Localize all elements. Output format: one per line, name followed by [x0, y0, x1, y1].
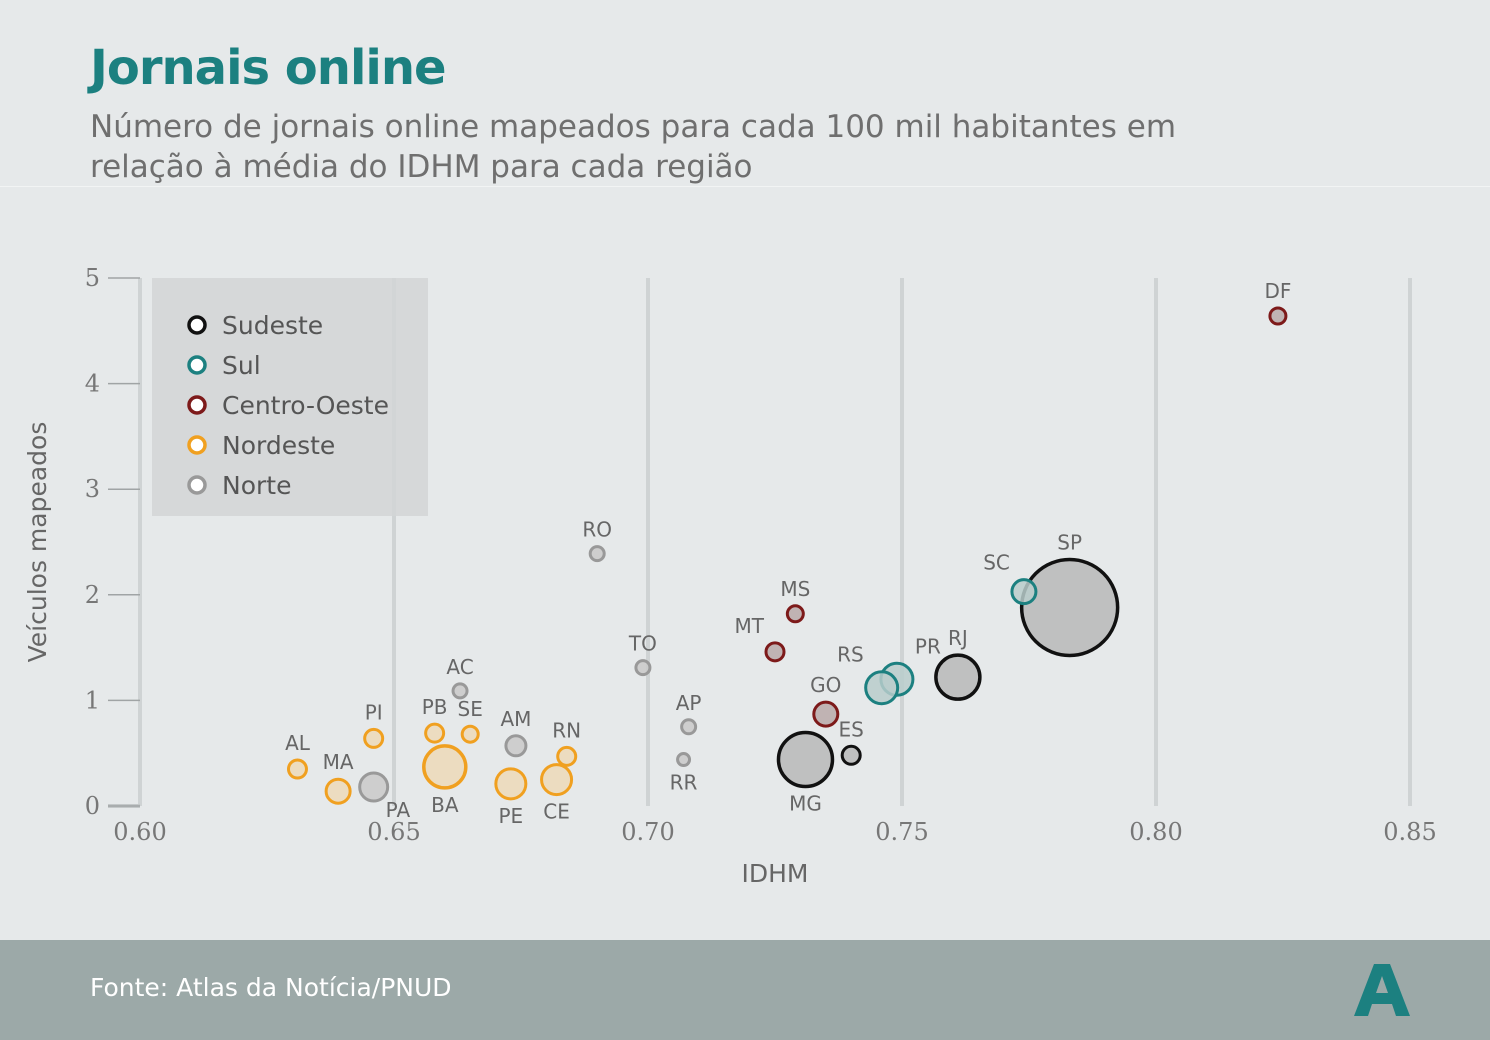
atlas-logo-icon: [1354, 964, 1410, 1016]
legend-marker: [187, 475, 207, 495]
x-tick-label: 0.85: [1383, 818, 1436, 846]
point-label: RN: [552, 718, 581, 742]
legend-label: Sudeste: [222, 311, 323, 340]
data-point: [424, 722, 446, 744]
point-label: SP: [1057, 530, 1082, 554]
point-label: PB: [422, 695, 448, 719]
data-point: [358, 771, 390, 803]
header-divider: [0, 186, 1490, 187]
data-point: [1268, 306, 1288, 326]
point-label: GO: [810, 673, 841, 697]
legend-label: Norte: [222, 471, 291, 500]
point-label: ES: [839, 717, 864, 741]
subtitle-line-2: relação à média do IDHM para cada região: [90, 149, 753, 185]
x-tick-label: 0.65: [367, 818, 420, 846]
point-label: AM: [500, 707, 531, 731]
source-credit: Fonte: Atlas da Notícia/PNUD: [90, 973, 452, 1002]
point-label: CE: [543, 800, 570, 824]
x-tick-label: 0.80: [1129, 818, 1182, 846]
y-tick-label: 3: [85, 475, 100, 503]
point-label: RJ: [948, 626, 968, 650]
data-point: [363, 727, 385, 749]
legend-label: Nordeste: [222, 431, 335, 460]
data-point: [812, 700, 840, 728]
point-label: RO: [582, 518, 612, 542]
x-tick-label: 0.60: [113, 818, 166, 846]
point-label: RR: [670, 771, 698, 795]
data-point: [324, 777, 352, 805]
data-point: [1019, 557, 1120, 658]
point-label: SE: [458, 697, 483, 721]
x-tick-label: 0.75: [875, 818, 928, 846]
data-point: [840, 744, 862, 766]
legend-label: Centro-Oeste: [222, 391, 389, 420]
data-point: [494, 767, 528, 801]
legend-marker: [187, 435, 207, 455]
data-point: [556, 745, 578, 767]
legend-marker: [187, 355, 207, 375]
data-point: [588, 545, 606, 563]
point-label: PA: [386, 798, 411, 822]
point-label: AP: [676, 691, 702, 715]
point-label: AC: [446, 655, 473, 679]
y-tick-label: 1: [85, 686, 100, 714]
footer-bar: Fonte: Atlas da Notícia/PNUD: [0, 940, 1490, 1040]
point-label: DF: [1264, 279, 1291, 303]
y-tick-label: 4: [85, 370, 100, 398]
point-label: MT: [735, 614, 765, 638]
y-axis-title: Veículos mapeados: [23, 422, 52, 663]
subtitle-line-1: Número de jornais online mapeados para c…: [90, 109, 1177, 145]
point-label: PI: [365, 700, 383, 724]
data-point: [540, 763, 574, 797]
point-label: PE: [498, 804, 523, 828]
y-tick-label: 2: [85, 581, 100, 609]
point-label: MS: [780, 577, 810, 601]
point-label: SC: [983, 551, 1010, 575]
legend-label: Sul: [222, 351, 261, 380]
chart-subtitle: Número de jornais online mapeados para c…: [90, 107, 1340, 187]
y-tick-label: 0: [85, 792, 100, 820]
scatter-chart: 0 1 2 3 4 5 0.60 0.65 0.70 0.75 0.80 0.85 IDHM Veícul…: [23, 264, 1437, 888]
point-label: AL: [285, 731, 311, 755]
point-label: TO: [628, 632, 657, 656]
data-point: [764, 641, 786, 663]
point-label: PR: [915, 634, 941, 658]
data-point: [451, 682, 469, 700]
y-tick-label: 5: [85, 264, 100, 292]
data-point: [460, 724, 480, 744]
data-point: [676, 752, 692, 768]
data-point: [864, 670, 900, 706]
data-point: [422, 744, 468, 790]
data-point: [776, 730, 835, 789]
data-point: [504, 734, 528, 758]
point-label: MG: [789, 792, 822, 816]
data-point: [785, 604, 805, 624]
chart-title: Jornais online: [90, 40, 447, 96]
data-point: [934, 653, 982, 701]
x-axis-title: IDHM: [742, 859, 809, 888]
data-point: [680, 718, 698, 736]
data-point: [634, 659, 652, 677]
point-label: RS: [837, 643, 864, 667]
point-label: MA: [323, 750, 354, 774]
x-tick-label: 0.70: [621, 818, 674, 846]
legend-marker: [187, 395, 207, 415]
legend-marker: [187, 315, 207, 335]
data-point: [1010, 578, 1038, 606]
data-point: [286, 758, 308, 780]
point-label: BA: [431, 793, 459, 817]
